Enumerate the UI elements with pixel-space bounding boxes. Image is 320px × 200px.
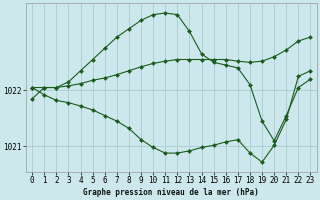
X-axis label: Graphe pression niveau de la mer (hPa): Graphe pression niveau de la mer (hPa) [84,188,259,197]
